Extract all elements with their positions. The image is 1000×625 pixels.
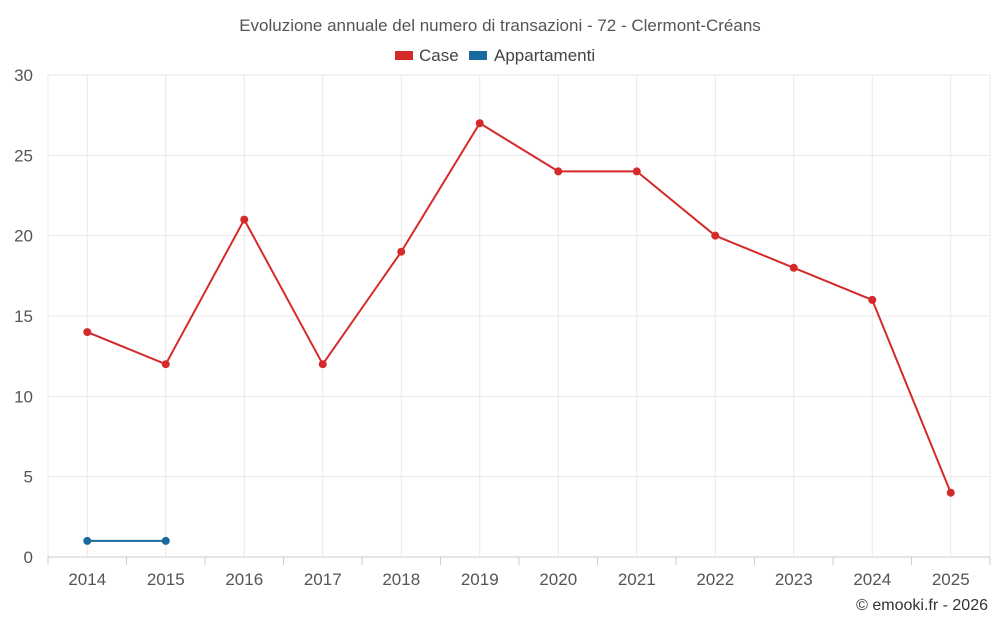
y-tick-label: 5 bbox=[24, 468, 33, 487]
x-tick-label: 2015 bbox=[147, 570, 185, 589]
legend-label-appartamenti[interactable]: Appartamenti bbox=[494, 46, 595, 65]
x-tick-label: 2018 bbox=[382, 570, 420, 589]
credit-text: © emooki.fr - 2026 bbox=[856, 597, 988, 614]
x-tick-label: 2014 bbox=[68, 570, 106, 589]
data-point-case[interactable] bbox=[318, 360, 327, 369]
x-tick-label: 2021 bbox=[618, 570, 656, 589]
data-point-case[interactable] bbox=[554, 167, 563, 176]
data-point-case[interactable] bbox=[946, 488, 955, 497]
series-appartamenti bbox=[83, 536, 170, 545]
y-tick-label: 15 bbox=[14, 307, 33, 326]
y-tick-label: 0 bbox=[24, 548, 33, 567]
data-point-appartamenti[interactable] bbox=[161, 536, 170, 545]
data-point-case[interactable] bbox=[161, 360, 170, 369]
data-point-case[interactable] bbox=[397, 247, 406, 256]
legend-swatch-appartamenti[interactable] bbox=[469, 51, 487, 60]
x-tick-label: 2019 bbox=[461, 570, 499, 589]
legend[interactable]: Case Appartamenti bbox=[395, 46, 595, 65]
series-case bbox=[83, 119, 955, 497]
data-point-case[interactable] bbox=[475, 119, 484, 128]
x-tick-label: 2022 bbox=[696, 570, 734, 589]
y-tick-label: 30 bbox=[14, 66, 33, 85]
y-tick-label: 10 bbox=[14, 387, 33, 406]
y-tick-label: 20 bbox=[14, 227, 33, 246]
x-tick-label: 2016 bbox=[225, 570, 263, 589]
x-tick-label: 2023 bbox=[775, 570, 813, 589]
data-point-case[interactable] bbox=[868, 295, 877, 304]
grid bbox=[47, 74, 991, 557]
x-tick-label: 2024 bbox=[853, 570, 891, 589]
x-tick-label: 2025 bbox=[932, 570, 970, 589]
legend-label-case[interactable]: Case bbox=[419, 46, 459, 65]
legend-swatch-case[interactable] bbox=[395, 51, 413, 60]
data-point-case[interactable] bbox=[632, 167, 641, 176]
series-line-case bbox=[86, 122, 952, 494]
data-point-case[interactable] bbox=[83, 328, 92, 337]
chart-title: Evoluzione annuale del numero di transaz… bbox=[239, 16, 761, 35]
data-point-appartamenti[interactable] bbox=[83, 536, 92, 545]
data-point-case[interactable] bbox=[711, 231, 720, 240]
data-point-case[interactable] bbox=[789, 263, 798, 272]
data-point-case[interactable] bbox=[240, 215, 249, 224]
y-tick-label: 25 bbox=[14, 146, 33, 165]
x-tick-label: 2017 bbox=[304, 570, 342, 589]
series bbox=[83, 119, 955, 545]
x-tick-label: 2020 bbox=[539, 570, 577, 589]
